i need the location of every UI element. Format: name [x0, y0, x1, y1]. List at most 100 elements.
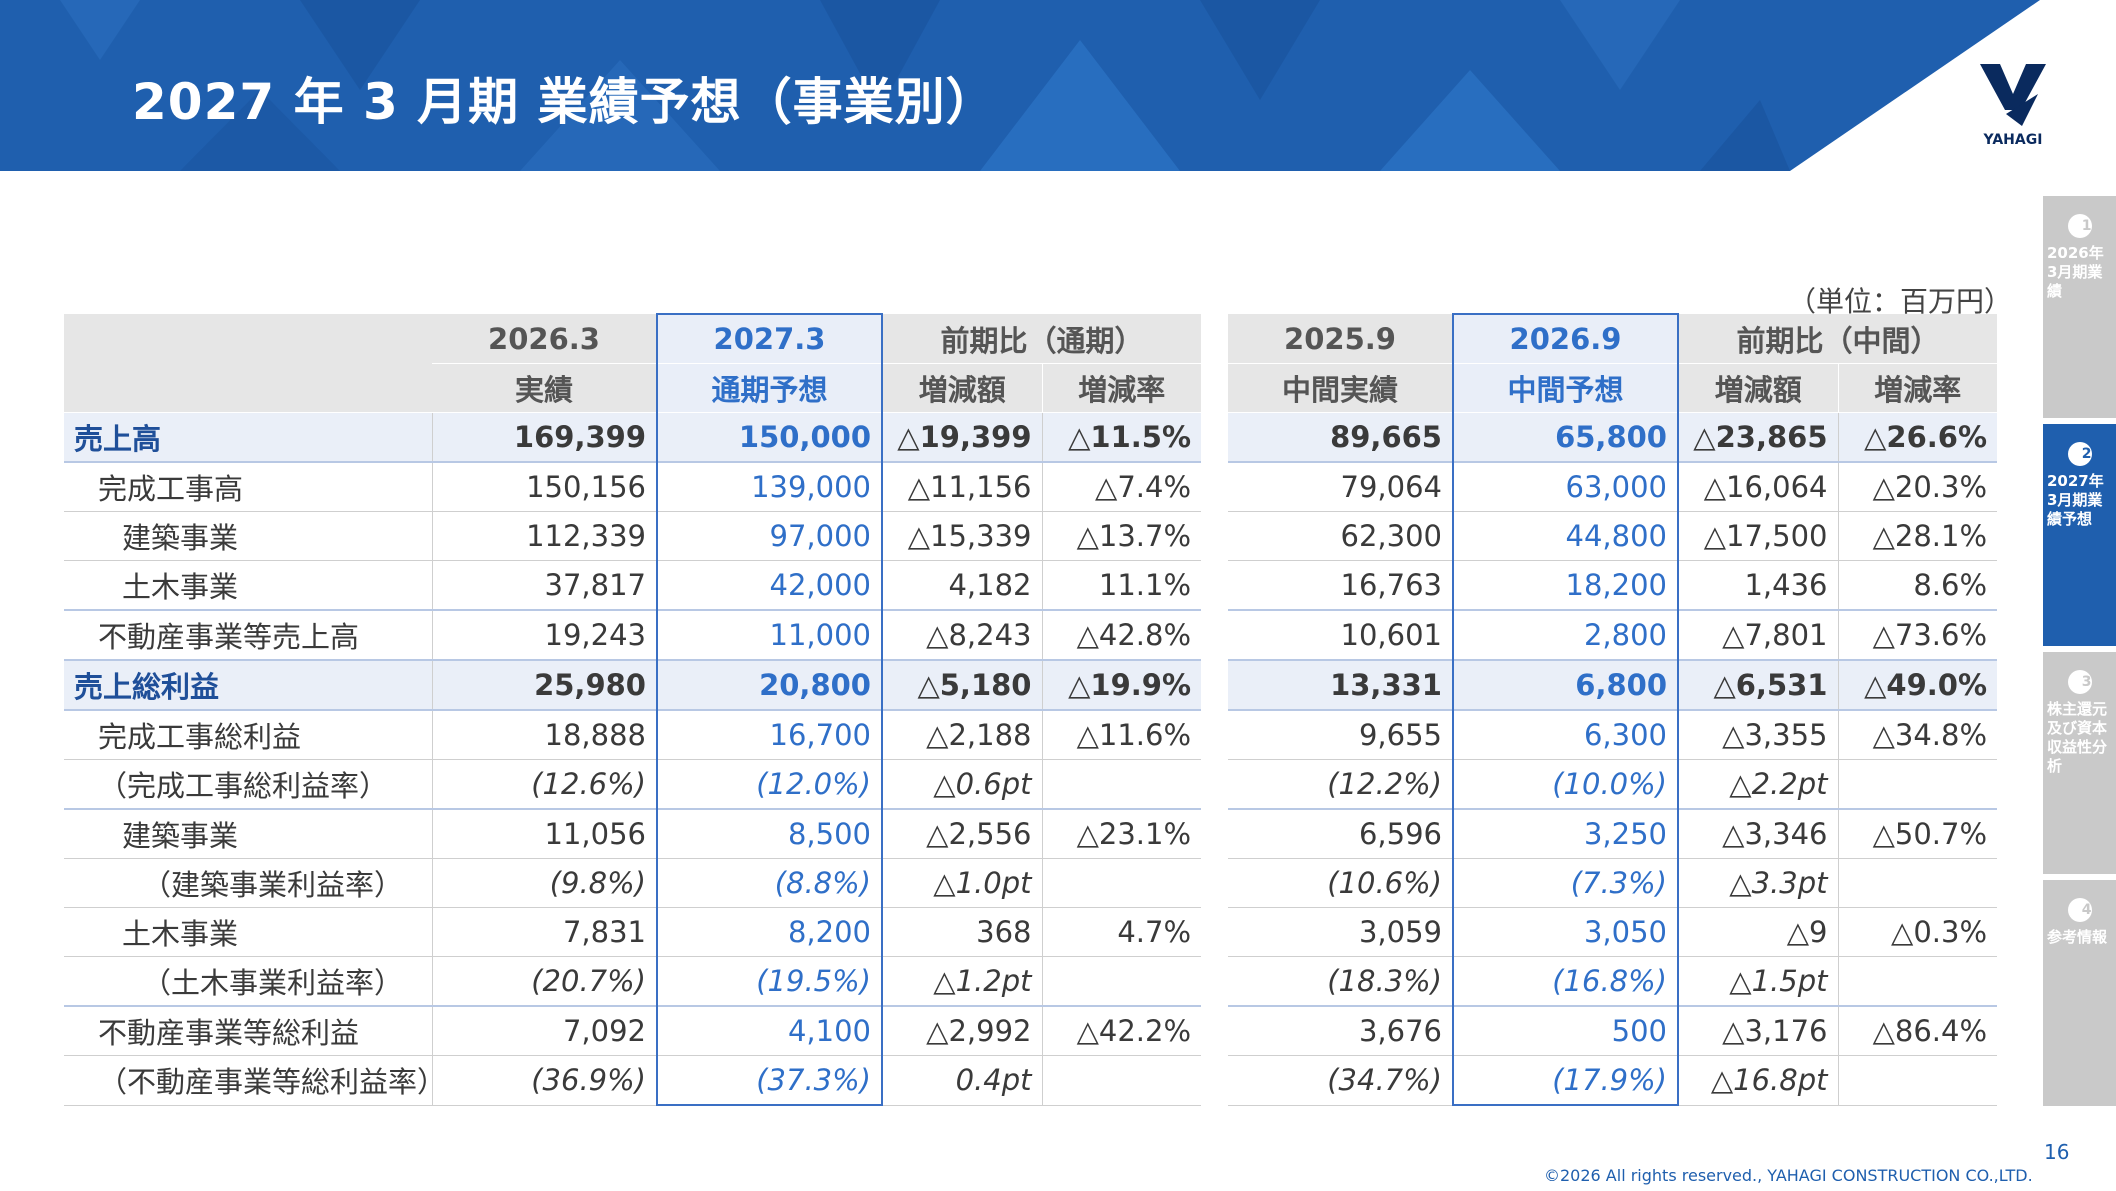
nav-tab-label: 参考情報: [2047, 928, 2108, 946]
col-header-forecast: 中間予想: [1452, 363, 1679, 413]
change-rate: [1041, 1055, 1202, 1106]
change-rate: △42.8%: [1041, 609, 1202, 661]
table-row: (10.6%) (7.3%) △3.3pt: [1228, 858, 1998, 908]
change-amount: △11,156: [882, 461, 1042, 512]
page-number: 16: [2044, 1140, 2070, 1164]
actual-value: 7,092: [431, 1005, 657, 1056]
change-rate: [1041, 858, 1202, 908]
table-row: 土木事業 7,831 8,200 368 4.7%: [64, 907, 1202, 957]
table-row: 13,331 6,800 △6,531 △49.0%: [1228, 659, 1998, 711]
actual-value: 79,064: [1228, 461, 1453, 512]
table-row: （土木事業利益率） (20.7%) (19.5%) △1.2pt: [64, 956, 1202, 1007]
change-rate: △19.9%: [1041, 659, 1202, 711]
actual-value: 10,601: [1228, 609, 1453, 661]
change-rate: △11.6%: [1041, 709, 1202, 760]
forecast-value: 18,200: [1452, 560, 1679, 611]
change-rate: [1837, 956, 1998, 1007]
change-amount: △1.0pt: [882, 858, 1042, 908]
table-row: 10,601 2,800 △7,801 △73.6%: [1228, 609, 1998, 661]
actual-value: 13,331: [1228, 659, 1453, 711]
actual-value: 3,059: [1228, 907, 1453, 957]
change-amount: △0.6pt: [882, 759, 1042, 810]
table-row: (34.7%) (17.9%) △16.8pt: [1228, 1055, 1998, 1106]
forecast-value: (17.9%): [1452, 1055, 1679, 1106]
forecast-value: 44,800: [1452, 511, 1679, 561]
row-label: 建築事業: [64, 511, 432, 561]
forecast-value: (8.8%): [656, 858, 883, 908]
actual-value: (12.6%): [431, 759, 657, 810]
change-amount: △17,500: [1678, 511, 1838, 561]
change-amount: 4,182: [882, 560, 1042, 611]
forecast-value: (19.5%): [656, 956, 883, 1007]
change-rate: △20.3%: [1837, 461, 1998, 512]
forecast-value: (37.3%): [656, 1055, 883, 1106]
nav-tab-2[interactable]: 2 2027年3月期業績予想: [2043, 424, 2116, 646]
forecast-value: 4,100: [656, 1005, 883, 1056]
nav-tab-label: 株主還元及び資本収益性分析: [2047, 700, 2108, 775]
actual-value: (9.8%): [431, 858, 657, 908]
nav-tab-3[interactable]: 3 株主還元及び資本収益性分析: [2043, 652, 2116, 874]
col-header-yoy: 前期比（通期）: [882, 314, 1202, 364]
actual-value: 37,817: [431, 560, 657, 611]
actual-value: (36.9%): [431, 1055, 657, 1106]
actual-value: (10.6%): [1228, 858, 1453, 908]
nav-tab-4[interactable]: 4 参考情報: [2043, 880, 2116, 1106]
change-rate: △11.5%: [1041, 412, 1202, 463]
row-label: （土木事業利益率）: [64, 956, 432, 1007]
actual-value: (34.7%): [1228, 1055, 1453, 1106]
row-label: 不動産事業等売上高: [64, 609, 432, 661]
change-amount: 1,436: [1678, 560, 1838, 611]
actual-value: 16,763: [1228, 560, 1453, 611]
change-rate: [1041, 759, 1202, 810]
nav-number-badge: 1: [2067, 214, 2092, 238]
forecast-value: 3,250: [1452, 808, 1679, 859]
table-row: (12.2%) (10.0%) △2.2pt: [1228, 759, 1998, 810]
forecast-value: 139,000: [656, 461, 883, 512]
row-label: 土木事業: [64, 907, 432, 957]
col-header-actual: 中間実績: [1228, 363, 1453, 413]
change-amount: △3,176: [1678, 1005, 1838, 1056]
forecast-value: 3,050: [1452, 907, 1679, 957]
col-header-period: 2025.9: [1228, 314, 1453, 364]
forecast-value: 16,700: [656, 709, 883, 760]
change-amount: △7,801: [1678, 609, 1838, 661]
table-row: 土木事業 37,817 42,000 4,182 11.1%: [64, 560, 1202, 611]
change-amount: △2,188: [882, 709, 1042, 760]
row-label: 売上総利益: [64, 659, 432, 711]
nav-tab-label: 2026年3月期業績: [2047, 244, 2104, 300]
forecast-value: 42,000: [656, 560, 883, 611]
change-rate: △86.4%: [1837, 1005, 1998, 1056]
header-banner: 2027 年 3 月期 業績予想（事業別）: [0, 0, 2116, 171]
change-amount: △23,865: [1678, 412, 1838, 463]
change-rate: △34.8%: [1837, 709, 1998, 760]
nav-tab-label: 2027年3月期業績予想: [2047, 472, 2104, 528]
actual-value: 62,300: [1228, 511, 1453, 561]
forecast-value: 11,000: [656, 609, 883, 661]
table-row: 完成工事総利益 18,888 16,700 △2,188 △11.6%: [64, 709, 1202, 760]
table-row: 6,596 3,250 △3,346 △50.7%: [1228, 808, 1998, 859]
change-rate: 8.6%: [1837, 560, 1998, 611]
nav-tab-1[interactable]: 1 2026年3月期業績: [2043, 196, 2116, 418]
change-amount: △3.3pt: [1678, 858, 1838, 908]
change-amount: △5,180: [882, 659, 1042, 711]
actual-value: 18,888: [431, 709, 657, 760]
change-rate: 11.1%: [1041, 560, 1202, 611]
change-amount: 0.4pt: [882, 1055, 1042, 1106]
col-header-actual: 実績: [432, 363, 657, 413]
table-row: 売上高 169,399 150,000 △19,399 △11.5%: [64, 412, 1202, 463]
table-row: （建築事業利益率） (9.8%) (8.8%) △1.0pt: [64, 858, 1202, 908]
table-row: 3,676 500 △3,176 △86.4%: [1228, 1005, 1998, 1056]
forecast-value: 150,000: [656, 412, 883, 463]
change-amount: △15,339: [882, 511, 1042, 561]
actual-value: 6,596: [1228, 808, 1453, 859]
actual-value: 3,676: [1228, 1005, 1453, 1056]
change-rate: [1837, 1055, 1998, 1106]
table-row: 9,655 6,300 △3,355 △34.8%: [1228, 709, 1998, 760]
logo-text: YAHAGI: [1983, 132, 2043, 148]
change-amount: 368: [882, 907, 1042, 957]
forecast-value: 20,800: [656, 659, 883, 711]
col-header-change: 増減額: [1678, 363, 1838, 413]
nav-number-badge: 2: [2067, 442, 2092, 466]
forecast-value: 8,200: [656, 907, 883, 957]
table-row: 不動産事業等売上高 19,243 11,000 △8,243 △42.8%: [64, 609, 1202, 661]
